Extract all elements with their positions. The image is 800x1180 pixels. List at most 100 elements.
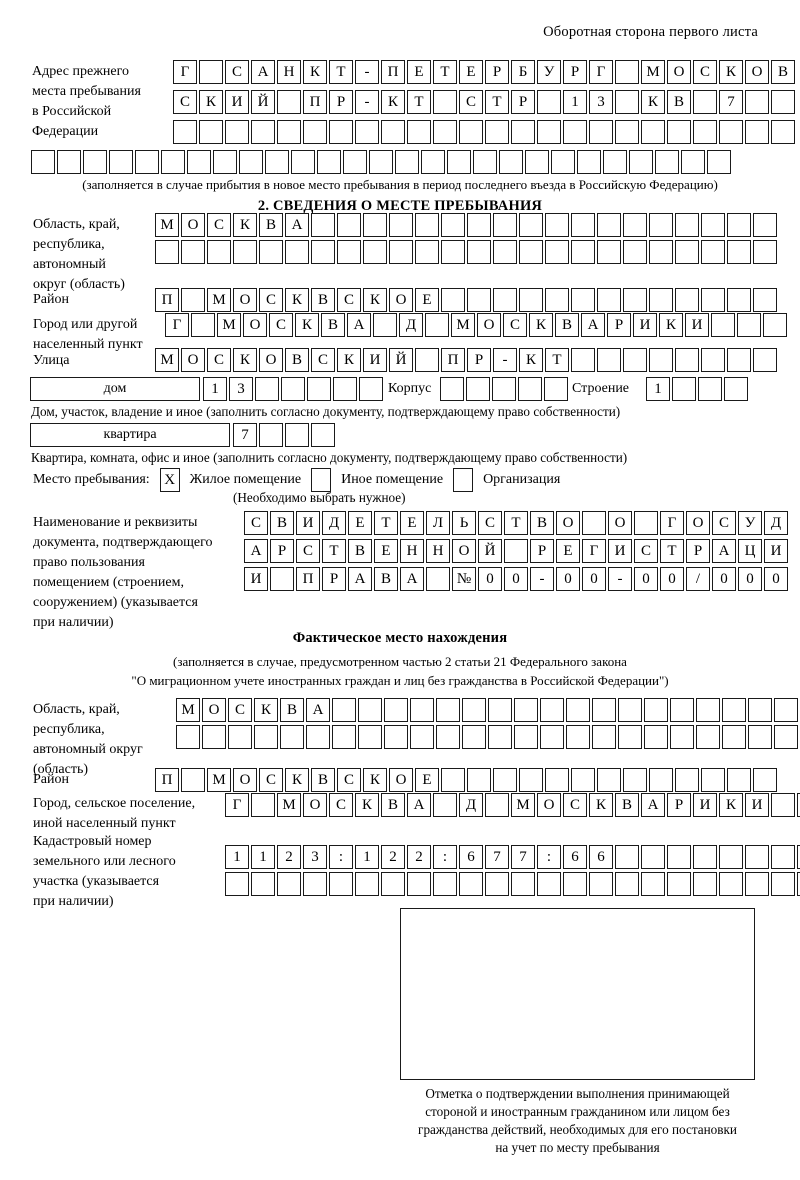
stay-region-r2-cell-19[interactable] (623, 240, 647, 264)
actual-city-cell-12[interactable]: М (511, 793, 535, 817)
checkbox-inoe-pomeshchenie[interactable] (311, 468, 332, 492)
document-r3-cell-6[interactable]: В (374, 567, 398, 591)
stay-region-r2-cell-17[interactable] (571, 240, 595, 264)
stay-city-cell-16[interactable]: В (555, 313, 579, 337)
stay-district-cell-14[interactable] (493, 288, 517, 312)
stay-region-r2-cell-8[interactable] (337, 240, 361, 264)
stay-region-r1-cell-24[interactable] (753, 213, 777, 237)
stay-district-cell-10[interactable]: О (389, 288, 413, 312)
actual-district-cell-24[interactable] (753, 768, 777, 792)
stay-district-cell-8[interactable]: С (337, 288, 361, 312)
actual-district-cell-23[interactable] (727, 768, 751, 792)
document-r2-cell-15[interactable]: И (608, 539, 632, 563)
cadastral-r1-cell-8[interactable]: 2 (407, 845, 431, 869)
cadastral-r1-cell-10[interactable]: 6 (459, 845, 483, 869)
actual-city-cell-14[interactable]: С (563, 793, 587, 817)
prev-address-r3-cell-12[interactable] (459, 120, 483, 144)
actual-region-r2-cell-19[interactable] (644, 725, 668, 749)
prev-address-r1-cell-2[interactable] (199, 60, 223, 84)
korpus-cell-2[interactable] (466, 377, 490, 401)
stay-region-r2-cell-15[interactable] (519, 240, 543, 264)
prev-address-r1-cell-10[interactable]: Е (407, 60, 431, 84)
stay-street-cell-4[interactable]: К (233, 348, 257, 372)
cadastral-r2-cell-15[interactable] (589, 872, 613, 896)
previous-address-row-3[interactable] (173, 120, 797, 144)
stay-street-cell-24[interactable] (753, 348, 777, 372)
stay-region-r2-cell-7[interactable] (311, 240, 335, 264)
stroenie-cell-2[interactable] (672, 377, 696, 401)
stay-district-cell-2[interactable] (181, 288, 205, 312)
prev-address-r3-cell-8[interactable] (355, 120, 379, 144)
document-r1-cell-16[interactable] (634, 511, 658, 535)
document-r2-cell-3[interactable]: С (296, 539, 320, 563)
actual-district-cell-6[interactable]: К (285, 768, 309, 792)
document-r1-cell-5[interactable]: Е (348, 511, 372, 535)
cadastral-r2-cell-7[interactable] (381, 872, 405, 896)
cadastral-r2-cell-17[interactable] (641, 872, 665, 896)
document-r1-cell-19[interactable]: С (712, 511, 736, 535)
prev-address-r4-cell-4[interactable] (109, 150, 133, 174)
actual-district-cell-16[interactable] (545, 768, 569, 792)
stay-street-cell-19[interactable] (623, 348, 647, 372)
stay-street-cell-1[interactable]: М (155, 348, 179, 372)
actual-region-r1-cell-18[interactable] (618, 698, 642, 722)
actual-region-r2-cell-24[interactable] (774, 725, 798, 749)
prev-address-r3-cell-1[interactable] (173, 120, 197, 144)
actual-district-cell-15[interactable] (519, 768, 543, 792)
prev-address-r1-cell-15[interactable]: У (537, 60, 561, 84)
stay-district-cell-18[interactable] (597, 288, 621, 312)
prev-address-r4-cell-21[interactable] (551, 150, 575, 174)
document-r2-cell-11[interactable] (504, 539, 528, 563)
stay-region-r1-cell-3[interactable]: С (207, 213, 231, 237)
korpus-cells[interactable] (440, 377, 570, 401)
document-r3-cell-17[interactable]: 0 (660, 567, 684, 591)
cadastral-r1-cell-4[interactable]: 3 (303, 845, 327, 869)
stay-region-r1-cell-16[interactable] (545, 213, 569, 237)
cadastral-r2-cell-20[interactable] (719, 872, 743, 896)
stay-street-cell-16[interactable]: Т (545, 348, 569, 372)
stay-city-cell-7[interactable]: В (321, 313, 345, 337)
prev-address-r4-cell-8[interactable] (213, 150, 237, 174)
prev-address-r4-cell-6[interactable] (161, 150, 185, 174)
stay-region-r1-cell-10[interactable] (389, 213, 413, 237)
stay-street-cell-12[interactable]: П (441, 348, 465, 372)
cadastral-r2-cell-3[interactable] (277, 872, 301, 896)
cadastral-r2-cell-1[interactable] (225, 872, 249, 896)
actual-region-r1-cell-22[interactable] (722, 698, 746, 722)
stay-city-cell-10[interactable]: Д (399, 313, 423, 337)
cadastral-r1-cell-9[interactable]: : (433, 845, 457, 869)
flat-cells[interactable]: 7 (233, 423, 337, 447)
stay-street-cell-7[interactable]: С (311, 348, 335, 372)
prev-address-r3-cell-14[interactable] (511, 120, 535, 144)
prev-address-r2-cell-3[interactable]: И (225, 90, 249, 114)
document-r2-cell-6[interactable]: Е (374, 539, 398, 563)
actual-region-r1-cell-19[interactable] (644, 698, 668, 722)
actual-district-cell-12[interactable] (441, 768, 465, 792)
cadastral-r2-cell-12[interactable] (511, 872, 535, 896)
stay-region-r2-cell-5[interactable] (259, 240, 283, 264)
document-r3-cell-10[interactable]: 0 (478, 567, 502, 591)
document-r1-cell-9[interactable]: Ь (452, 511, 476, 535)
stay-district-cell-15[interactable] (519, 288, 543, 312)
actual-region-r2-cell-21[interactable] (696, 725, 720, 749)
stay-city-cell-13[interactable]: О (477, 313, 501, 337)
stay-region-r2-cell-6[interactable] (285, 240, 309, 264)
prev-address-r3-cell-24[interactable] (771, 120, 795, 144)
stay-city-cell-9[interactable] (373, 313, 397, 337)
cadastral-r1-cell-17[interactable] (641, 845, 665, 869)
actual-region-r2-cell-10[interactable] (410, 725, 434, 749)
actual-district-cell-3[interactable]: М (207, 768, 231, 792)
stay-city-cell-4[interactable]: О (243, 313, 267, 337)
document-r1-cell-3[interactable]: И (296, 511, 320, 535)
cadastral-r1-cell-15[interactable]: 6 (589, 845, 613, 869)
document-r1-cell-2[interactable]: В (270, 511, 294, 535)
stay-district-cell-20[interactable] (649, 288, 673, 312)
stay-region-r1-cell-12[interactable] (441, 213, 465, 237)
document-r3-cell-19[interactable]: 0 (712, 567, 736, 591)
prev-address-r2-cell-2[interactable]: К (199, 90, 223, 114)
cadastral-r2-cell-9[interactable] (433, 872, 457, 896)
